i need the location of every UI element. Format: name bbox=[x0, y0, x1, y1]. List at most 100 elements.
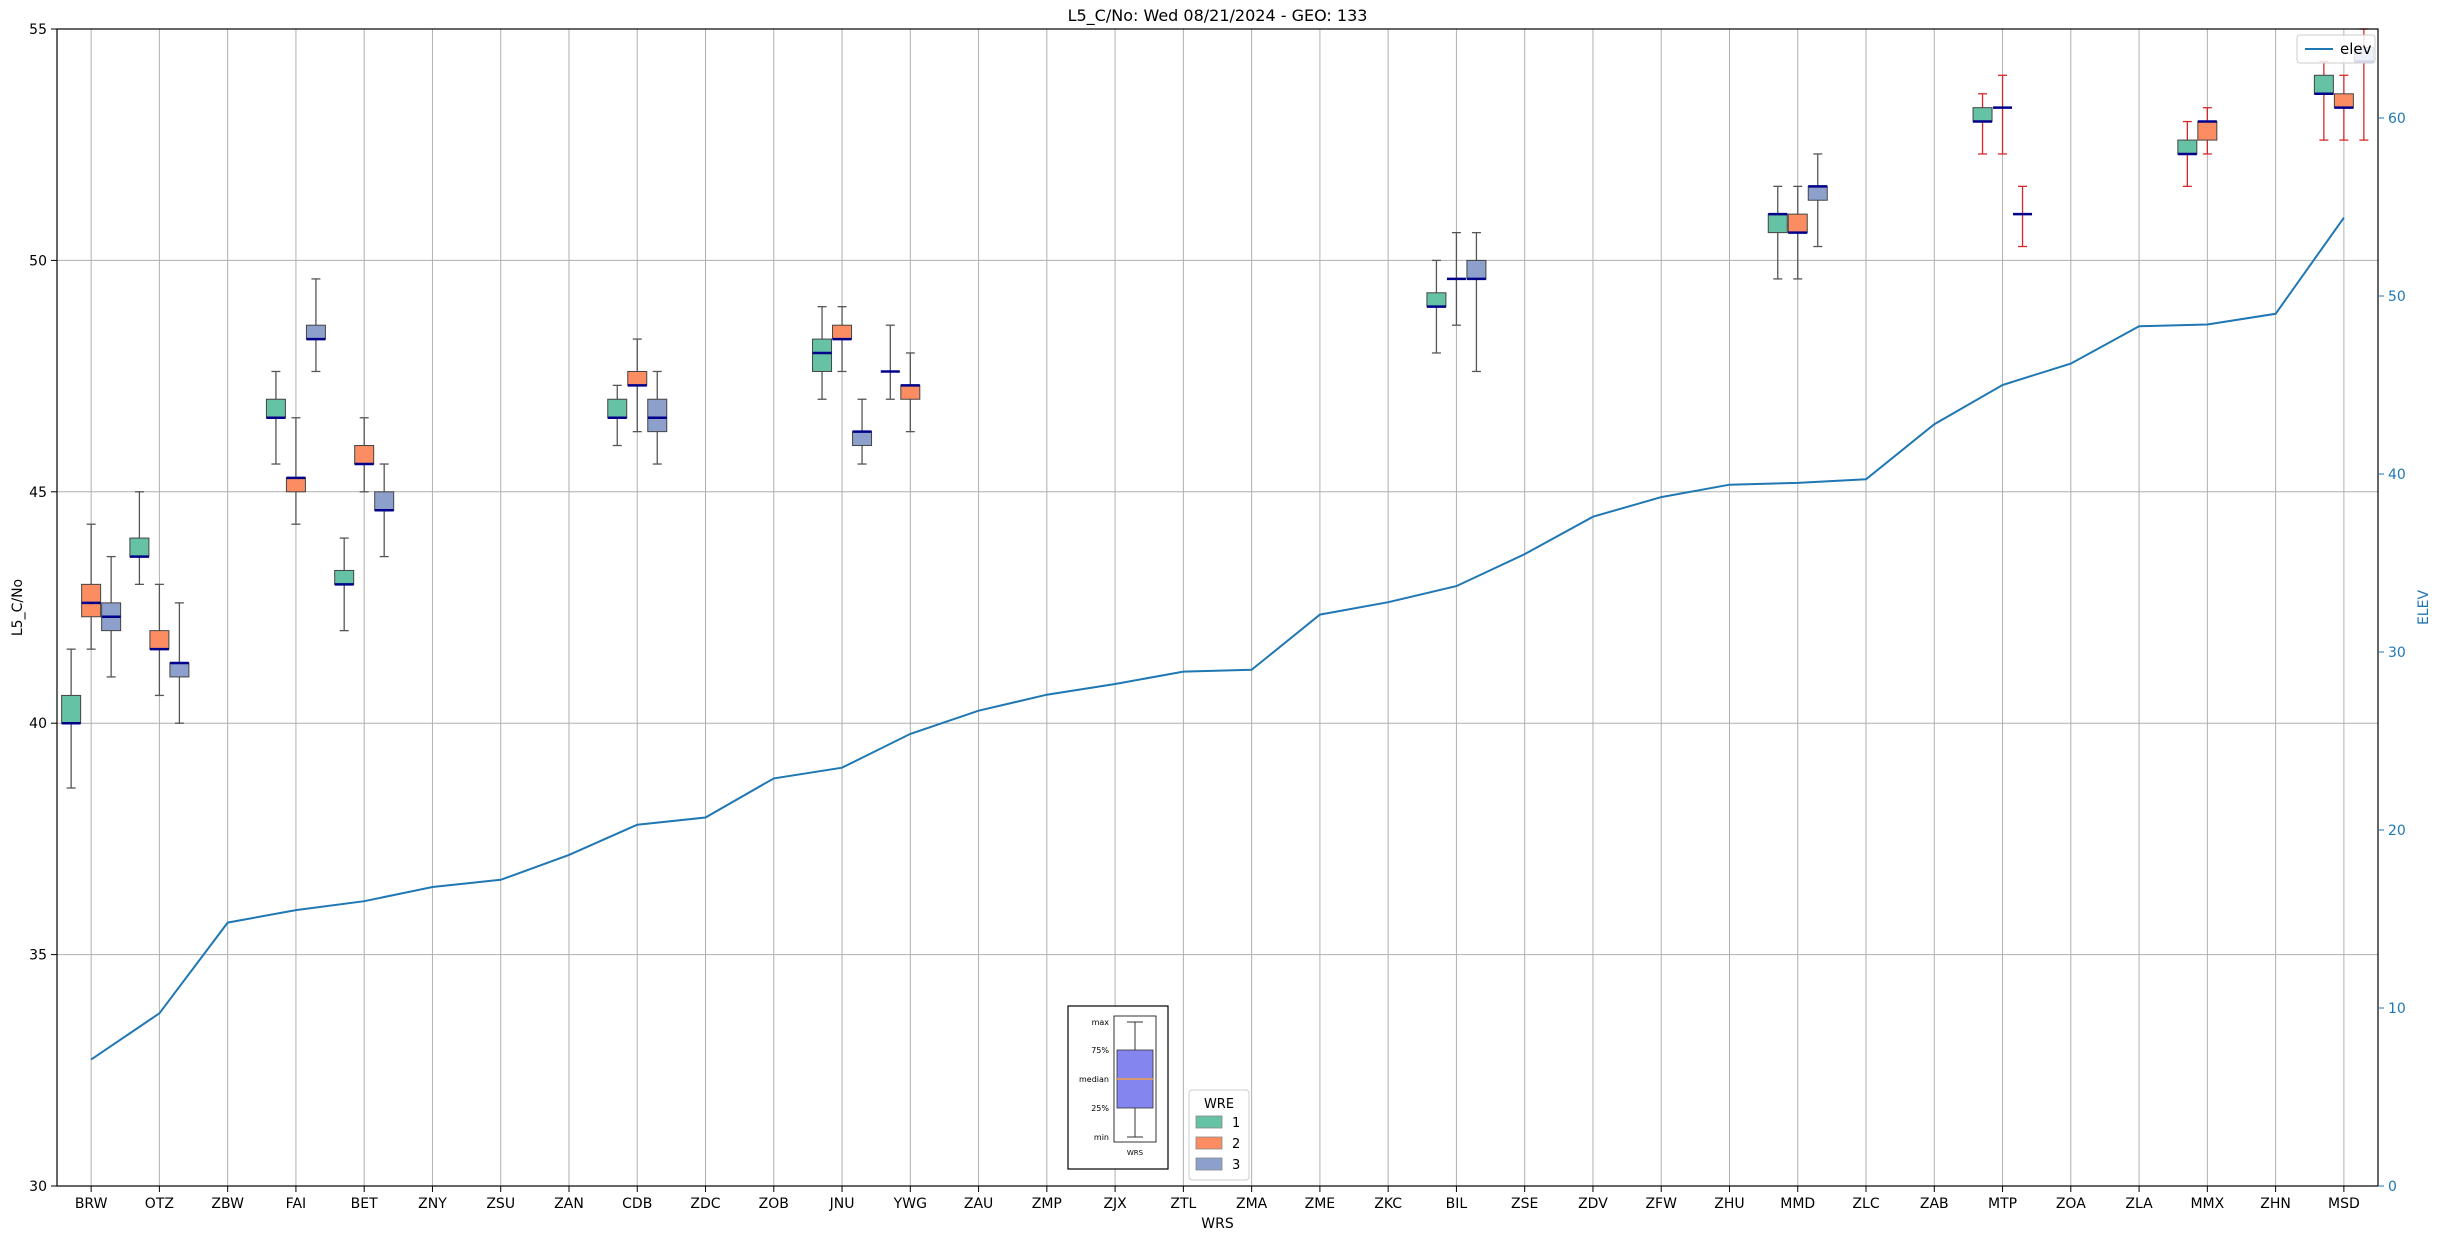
x-tick-label: MSD bbox=[2328, 1196, 2360, 1212]
y2-tick-label: 40 bbox=[2388, 467, 2406, 483]
x-tick-label: BET bbox=[351, 1196, 378, 1212]
x-tick-label: ZJX bbox=[1103, 1196, 1127, 1212]
box-wrs-bet-wre-2 bbox=[354, 417, 375, 493]
y-axis-label: L5_C/No bbox=[10, 579, 26, 636]
box-iqr bbox=[61, 694, 82, 724]
x-tick-label: ZHU bbox=[1714, 1196, 1744, 1212]
x-tick-label: ZFW bbox=[1645, 1196, 1677, 1212]
elev-legend-label: elev bbox=[2340, 40, 2372, 58]
box-wrs-mmd-wre-1 bbox=[1767, 185, 1788, 280]
box-wrs-fai-wre-3 bbox=[305, 278, 326, 373]
box-wrs-bil-wre-3 bbox=[1466, 231, 1487, 373]
y2-tick-label: 10 bbox=[2388, 1001, 2406, 1017]
y-tick-label: 35 bbox=[29, 948, 47, 964]
box-iqr bbox=[285, 477, 306, 493]
y-tick-label: 45 bbox=[29, 485, 47, 501]
box-iqr bbox=[627, 370, 648, 386]
x-tick-label: ZKC bbox=[1374, 1196, 1402, 1212]
x-tick-label: ZBW bbox=[211, 1196, 244, 1212]
legend-layer: elev WRE 1 2 3 max 75% median 25% min WRS bbox=[1067, 34, 2376, 1181]
box-wrs-mtp-wre-1 bbox=[1972, 93, 1993, 155]
box-iqr bbox=[1972, 107, 1993, 123]
x-tick-label: YWG bbox=[893, 1196, 927, 1212]
box-iqr bbox=[305, 324, 326, 340]
y2-tick-label: 0 bbox=[2388, 1179, 2397, 1195]
x-tick-label: BRW bbox=[75, 1196, 108, 1212]
box-wrs-bet-wre-1 bbox=[334, 537, 355, 632]
wre-legend-box bbox=[1188, 1089, 1250, 1181]
x-tick-label: ZDV bbox=[1578, 1196, 1608, 1212]
box-key-label: median bbox=[1079, 1075, 1109, 1084]
box-wrs-mmd-wre-2 bbox=[1787, 185, 1808, 280]
box-wrs-mmx-wre-1 bbox=[2177, 120, 2198, 188]
box-iqr bbox=[374, 491, 395, 511]
box-wrs-jnu-wre-1 bbox=[812, 306, 833, 400]
box-wrs-bil-wre-2 bbox=[1446, 231, 1466, 326]
elev-legend: elev bbox=[2296, 34, 2376, 64]
box-wrs-ywg-wre-2 bbox=[900, 352, 921, 433]
box-wrs-cdb-wre-2 bbox=[627, 338, 648, 433]
x-tick-label: MMX bbox=[2190, 1196, 2224, 1212]
x-tick-label: ZSE bbox=[1511, 1196, 1538, 1212]
box-iqr bbox=[265, 398, 286, 419]
box-wrs-mmx-wre-2 bbox=[2197, 107, 2218, 155]
box-iqr bbox=[607, 398, 628, 419]
box-iqr bbox=[2313, 74, 2334, 95]
box-wrs-brw-wre-2 bbox=[81, 523, 102, 650]
box-key-label: min bbox=[1094, 1133, 1109, 1142]
y2-tick-label: 50 bbox=[2388, 289, 2406, 305]
box-iqr bbox=[149, 630, 170, 650]
box-iqr bbox=[900, 384, 921, 400]
x-tick-label: ZOA bbox=[2056, 1196, 2086, 1212]
box-iqr bbox=[2197, 121, 2218, 141]
x-tick-label: ZAN bbox=[554, 1196, 584, 1212]
x-tick-label: ZME bbox=[1305, 1196, 1336, 1212]
box-iqr bbox=[354, 445, 375, 465]
x-tick-label: ZNY bbox=[418, 1196, 447, 1212]
wre-legend-label: 2 bbox=[1232, 1137, 1240, 1152]
wre-legend-swatch bbox=[1195, 1136, 1223, 1150]
box-wrs-otz-wre-2 bbox=[149, 583, 170, 697]
box-wrs-cdb-wre-3 bbox=[647, 370, 668, 465]
box-wrs-ywg-wre-1 bbox=[880, 324, 900, 400]
box-wrs-msd-wre-2 bbox=[2333, 74, 2354, 141]
box-iqr bbox=[832, 324, 853, 340]
box-wrs-jnu-wre-2 bbox=[832, 306, 853, 373]
box-key-label: 25% bbox=[1091, 1104, 1109, 1113]
y-tick-label: 55 bbox=[29, 22, 47, 38]
x-tick-label: ZMP bbox=[1032, 1196, 1062, 1212]
x-tick-label: JNU bbox=[829, 1196, 855, 1212]
box-wrs-otz-wre-1 bbox=[129, 491, 150, 586]
box-wrs-fai-wre-1 bbox=[265, 370, 286, 465]
x-tick-label: ZSU bbox=[486, 1196, 515, 1212]
y-tick-label: 50 bbox=[29, 253, 47, 269]
box-iqr bbox=[1426, 292, 1447, 308]
box-iqr bbox=[129, 537, 150, 558]
wre-legend-title: WRE bbox=[1204, 1097, 1234, 1112]
box-wrs-brw-wre-1 bbox=[61, 648, 82, 789]
box-iqr bbox=[812, 338, 833, 372]
x-tick-label: OTZ bbox=[145, 1196, 174, 1212]
box-wrs-brw-wre-3 bbox=[101, 555, 122, 678]
box-wrs-mtp-wre-2 bbox=[1993, 74, 2013, 155]
x-tick-label: ZLC bbox=[1852, 1196, 1879, 1212]
elev-legend-box bbox=[2296, 34, 2376, 64]
wre-legend-label: 3 bbox=[1232, 1158, 1240, 1173]
box-iqr bbox=[1787, 213, 1808, 234]
x-tick-label: ZTL bbox=[1170, 1196, 1196, 1212]
y2-tick-label: 60 bbox=[2388, 111, 2406, 127]
box-iqr bbox=[81, 583, 102, 618]
box-key-label: max bbox=[1092, 1018, 1110, 1027]
y2-axis-label: ELEV bbox=[2416, 590, 2432, 625]
box-key-label: 75% bbox=[1091, 1046, 1109, 1055]
box-wrs-cdb-wre-1 bbox=[607, 384, 628, 447]
box-iqr bbox=[334, 569, 355, 585]
box-wrs-bet-wre-3 bbox=[374, 463, 395, 558]
box-iqr bbox=[2177, 139, 2198, 155]
x-axis-label: WRS bbox=[1201, 1216, 1234, 1232]
box-iqr bbox=[1807, 185, 1828, 201]
elev-line-layer bbox=[90, 217, 2345, 1061]
box-iqr bbox=[1767, 213, 1788, 234]
